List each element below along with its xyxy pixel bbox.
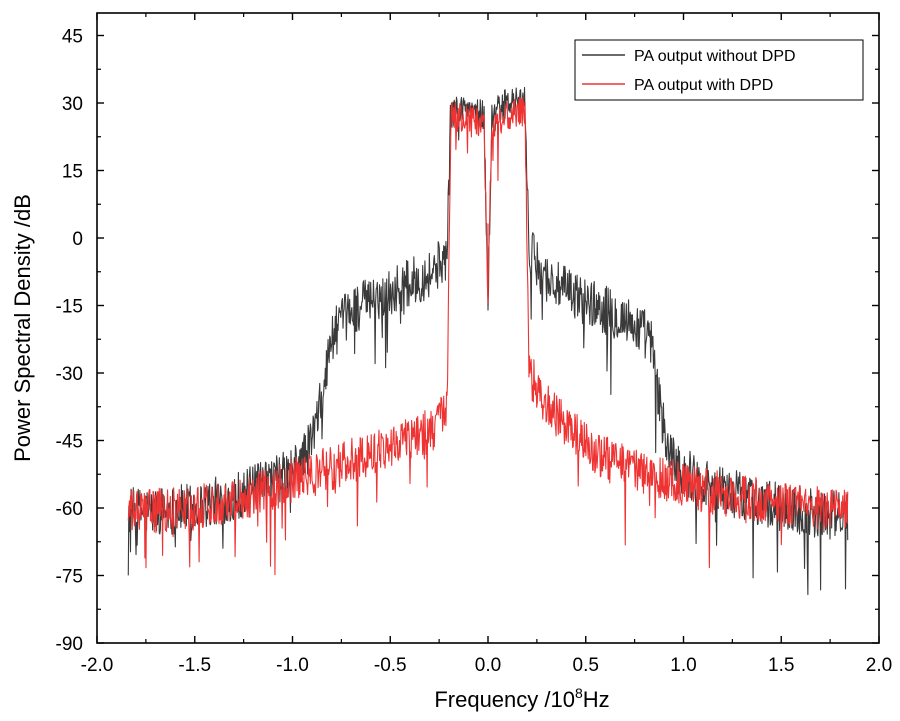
plot-frame	[96, 12, 880, 644]
legend-label-without-dpd: PA output without DPD	[634, 48, 796, 65]
legend-box	[574, 39, 864, 101]
y-tick-label: 30	[62, 94, 83, 115]
x-tick-label: 0.0	[475, 655, 501, 676]
axis-ticks: -2.0 -1.5 -1.0 -0.5 0.0 0.5 1.0 1.5 2.0 -90 -75 -60…	[56, 13, 892, 676]
x-tick-label: 1.0	[670, 655, 696, 676]
x-tick-label: 1.5	[768, 655, 794, 676]
x-tick-label: -1.5	[178, 655, 211, 676]
legend: PA output without DPD PA output with DPD	[574, 39, 864, 101]
y-tick-label: -30	[56, 364, 83, 385]
y-tick-label: 45	[62, 27, 83, 48]
x-tick-label: 0.5	[573, 655, 599, 676]
x-axis-title: Frequency /108Hz	[434, 685, 609, 712]
series-layer	[127, 86, 849, 596]
y-tick-label: 0	[72, 229, 83, 250]
legend-label-with-dpd: PA output with DPD	[634, 77, 773, 94]
y-tick-label: -90	[56, 634, 83, 655]
x-tick-label: 2.0	[866, 655, 892, 676]
y-axis-title: Power Spectral Density /dB	[10, 194, 35, 462]
y-tick-label: -60	[56, 499, 83, 520]
y-tick-label: 15	[62, 162, 83, 183]
y-tick-label: -45	[56, 432, 83, 453]
x-tick-label: -1.0	[276, 655, 309, 676]
series-line-with-dpd	[127, 97, 849, 576]
x-tick-label: -0.5	[374, 655, 407, 676]
x-tick-label: -2.0	[81, 655, 114, 676]
y-tick-label: -15	[56, 297, 83, 318]
y-tick-label: -75	[56, 567, 83, 588]
